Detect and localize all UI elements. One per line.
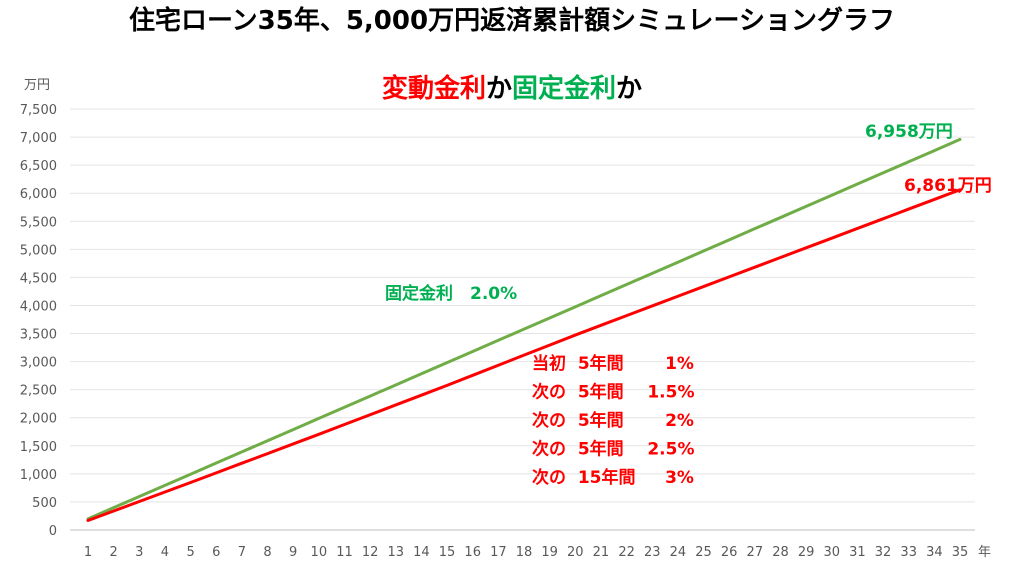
y-tick-label: 500 <box>32 496 57 511</box>
y-tick-label: 4,000 <box>20 299 57 314</box>
x-tick-label: 16 <box>464 545 481 560</box>
series-lines <box>86 137 962 523</box>
x-tick-label: 27 <box>747 545 764 560</box>
x-tick-label: 32 <box>875 545 892 560</box>
subtitle-or-2: か <box>616 74 642 104</box>
variable-rate-line: 次の 5年間 2% <box>532 410 694 431</box>
end-label-variable: 6,861万円 <box>904 176 992 196</box>
x-tick-label: 20 <box>567 545 584 560</box>
x-tick-label: 18 <box>516 545 533 560</box>
x-tick-label: 35 <box>952 545 969 560</box>
x-tick-label: 31 <box>849 545 866 560</box>
x-tick-label: 19 <box>541 545 558 560</box>
variable-rate-annotation: 当初 5年間 1% 次の 5年間 1.5% 次の 5年間 2% 次の 5年間 2.5%… <box>532 353 695 488</box>
x-tick-label: 11 <box>336 545 353 560</box>
x-tick-label: 12 <box>362 545 379 560</box>
y-tick-label: 2,000 <box>20 412 57 427</box>
x-tick-label: 30 <box>823 545 840 560</box>
x-tick-label: 17 <box>490 545 507 560</box>
variable-rate-line: 次の 5年間 1.5% <box>532 382 695 403</box>
y-tick-label: 1,500 <box>20 440 57 455</box>
y-axis-ticks: 0 500 1,000 1,500 2,000 2,500 3,000 3,500 4,000 4… <box>20 103 57 539</box>
x-tick-label: 9 <box>289 545 297 560</box>
y-tick-label: 4,500 <box>20 271 57 286</box>
x-tick-label: 21 <box>593 545 610 560</box>
x-tick-label: 2 <box>110 545 118 560</box>
x-tick-label: 26 <box>721 545 738 560</box>
subtitle-or-1: か <box>486 74 512 104</box>
y-tick-label: 5,000 <box>20 243 57 258</box>
y-tick-label: 2,500 <box>20 384 57 399</box>
x-tick-label: 4 <box>161 545 169 560</box>
x-tick-label: 5 <box>186 545 194 560</box>
x-tick-label: 1 <box>84 545 92 560</box>
x-tick-label: 15 <box>439 545 456 560</box>
y-tick-label: 1,000 <box>20 468 57 483</box>
chart-title: 住宅ローン35年、5,000万円返済累計額シミュレーショングラフ <box>129 5 895 36</box>
x-tick-label: 25 <box>695 545 712 560</box>
y-tick-label: 3,000 <box>20 356 57 371</box>
x-axis-ticks: 1 2 3 4 5 6 7 8 9 10 11 12 13 14 15 16 17 18 19 20 21 22 23 24 2… <box>84 545 968 560</box>
end-label-fixed: 6,958万円 <box>865 122 953 142</box>
series-line-variable <box>86 188 962 523</box>
y-tick-label: 3,500 <box>20 328 57 343</box>
x-tick-label: 28 <box>772 545 789 560</box>
x-tick-label: 7 <box>238 545 246 560</box>
x-tick-label: 3 <box>135 545 143 560</box>
variable-rate-line: 次の 5年間 2.5% <box>532 439 695 460</box>
subtitle-variable: 変動金利 <box>382 73 486 104</box>
x-tick-label: 14 <box>413 545 430 560</box>
variable-rate-line: 次の 15年間 3% <box>532 467 694 488</box>
y-tick-label: 7,500 <box>20 103 57 118</box>
y-tick-label: 0 <box>49 524 57 539</box>
y-tick-label: 6,500 <box>20 159 57 174</box>
x-tick-label: 13 <box>387 545 404 560</box>
y-axis-unit: 万円 <box>24 78 50 93</box>
variable-rate-line: 当初 5年間 1% <box>532 353 694 374</box>
x-tick-label: 29 <box>798 545 815 560</box>
x-axis-unit: 年 <box>978 545 991 560</box>
x-tick-label: 33 <box>900 545 917 560</box>
x-tick-label: 24 <box>670 545 687 560</box>
x-tick-label: 10 <box>311 545 328 560</box>
gridlines <box>70 108 975 531</box>
subtitle-fixed: 固定金利 <box>512 73 616 104</box>
x-tick-label: 8 <box>263 545 271 560</box>
x-tick-label: 23 <box>644 545 661 560</box>
fixed-rate-annotation: 固定金利 2.0% <box>385 283 517 304</box>
series-line-fixed <box>86 137 962 521</box>
x-tick-label: 6 <box>212 545 220 560</box>
y-tick-label: 5,500 <box>20 215 57 230</box>
chart-subtitle: 変動金利か固定金利か <box>382 73 642 104</box>
y-tick-label: 7,000 <box>20 131 57 146</box>
x-tick-label: 22 <box>618 545 635 560</box>
y-tick-label: 6,000 <box>20 187 57 202</box>
x-tick-label: 34 <box>926 545 943 560</box>
